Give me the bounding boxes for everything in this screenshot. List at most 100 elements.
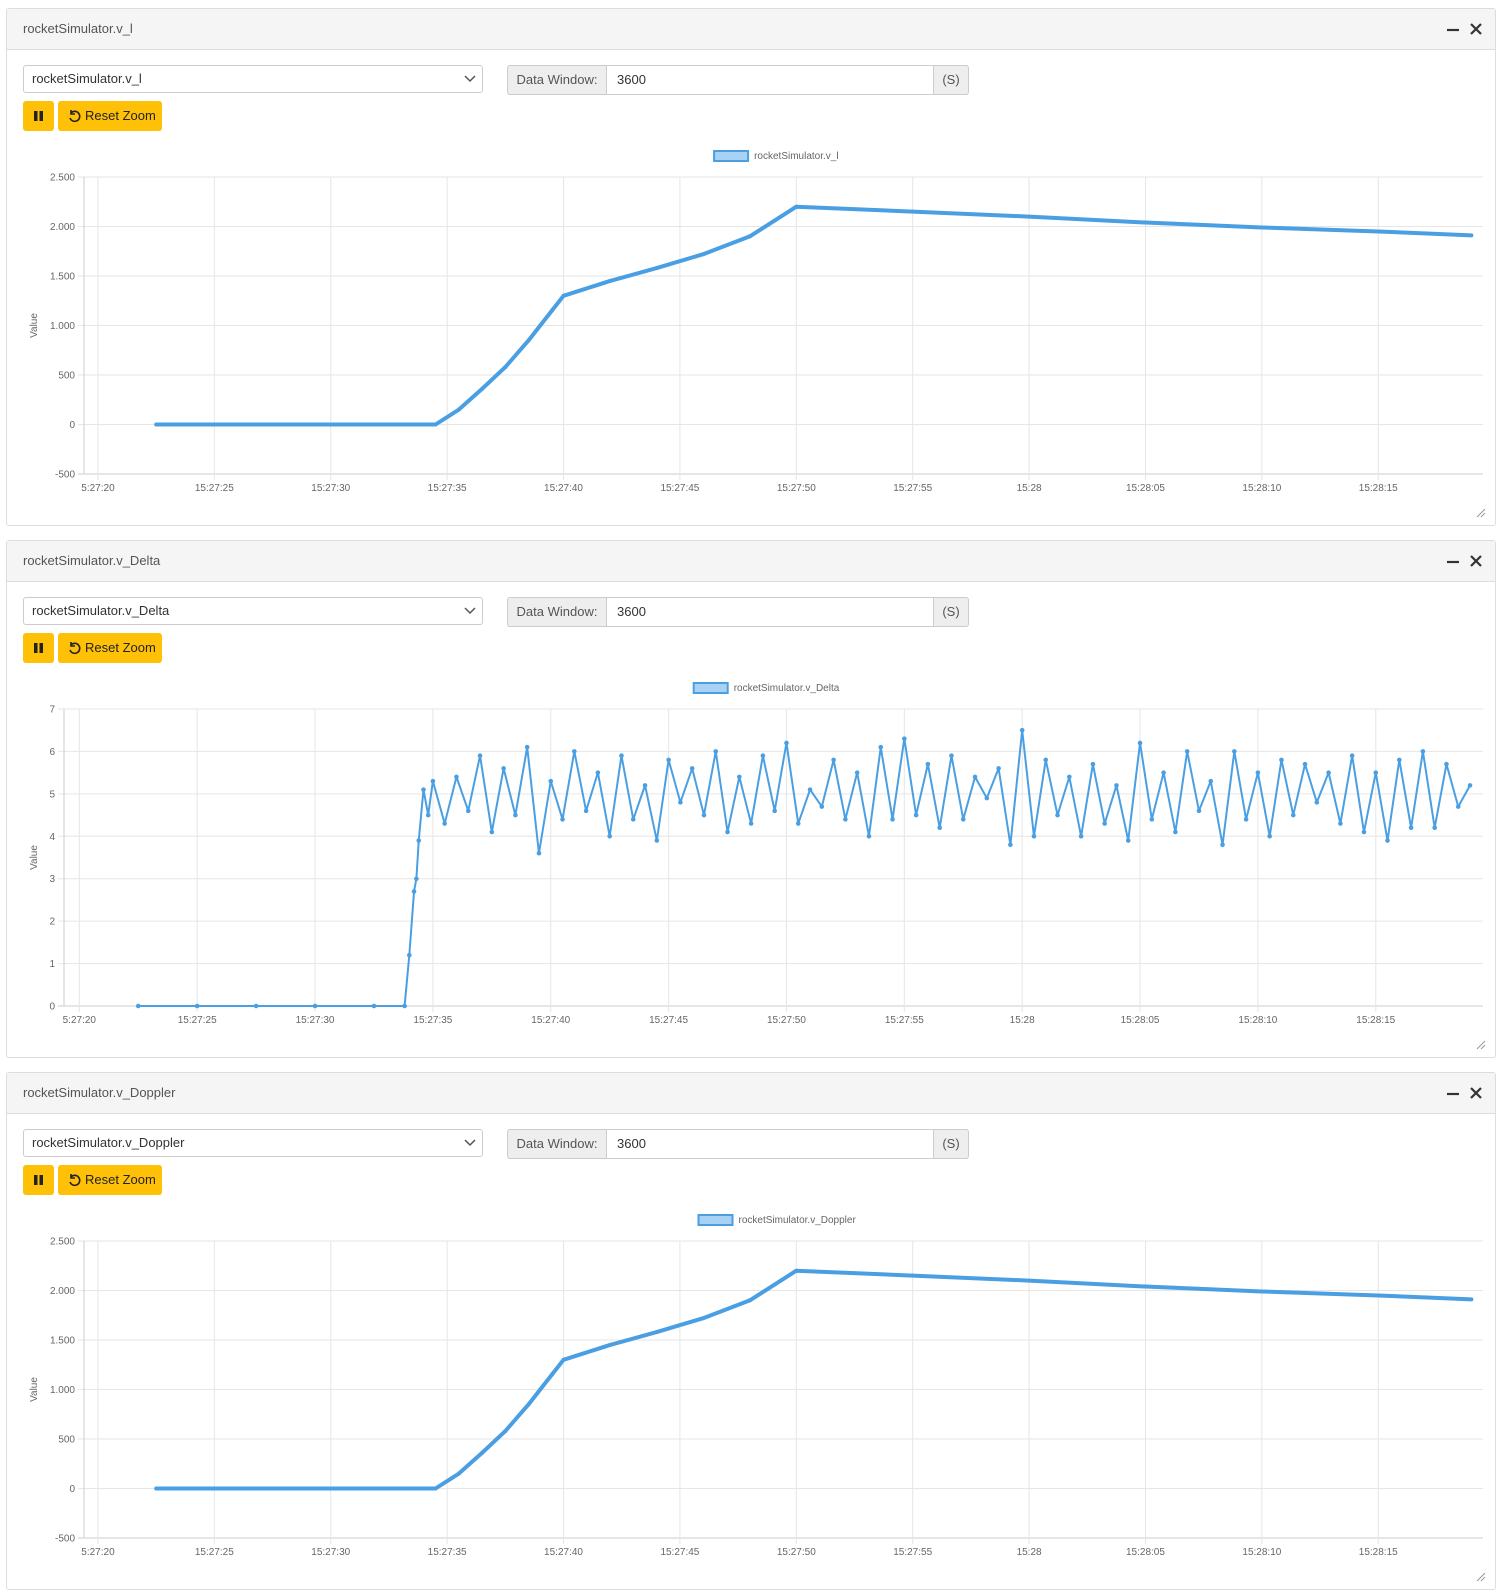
pause-button[interactable]	[23, 101, 54, 131]
y-tick-label: 1.000	[50, 321, 75, 332]
x-tick-label: 15:27:55	[893, 483, 932, 494]
select-text: rocketSimulator.v_Delta	[32, 603, 170, 618]
chevron-path	[464, 75, 476, 83]
y-tick-label: 1.000	[50, 1385, 75, 1396]
chevron-path	[464, 1139, 476, 1147]
data-point	[371, 1003, 377, 1009]
data-point	[1027, 1278, 1032, 1283]
y-tick-label: 3	[49, 874, 55, 885]
y-tick-label: 500	[58, 1435, 75, 1446]
data-point	[1161, 770, 1166, 775]
data-point	[1090, 761, 1096, 767]
data-point	[608, 278, 613, 283]
header-icons[interactable]	[1447, 1087, 1483, 1099]
x-tick-label: 15:28	[1010, 1015, 1035, 1026]
panel-header: rocketSimulator.v_Delta	[7, 541, 1495, 582]
window-input[interactable]: 3600	[606, 65, 934, 95]
data-point	[1259, 1289, 1264, 1294]
data-point	[843, 817, 848, 822]
data-point	[1149, 817, 1155, 822]
reset-zoom-button[interactable]: Reset Zoom	[58, 633, 162, 663]
data-point	[654, 1330, 659, 1335]
chevron	[464, 607, 476, 615]
data-point	[1267, 833, 1272, 839]
y-tick-label: 7	[49, 705, 55, 716]
data-point	[489, 829, 495, 835]
legend-swatch	[697, 1214, 734, 1226]
resize-handle	[1476, 1572, 1486, 1582]
data-point	[1027, 214, 1032, 219]
data-point	[1349, 753, 1355, 758]
data-point	[713, 749, 719, 754]
data-point	[1055, 812, 1060, 818]
x-tick-label: 15:27:30	[311, 1547, 350, 1558]
y-axis-label: Value	[29, 845, 40, 870]
chart: -500 0 500 1.000 1.500 2.000 2.500 5:27:20 15:27…	[29, 150, 1486, 518]
data-point	[212, 1486, 217, 1491]
chevron-path	[464, 607, 476, 615]
data-point	[747, 234, 752, 239]
pause-button[interactable]	[23, 633, 54, 663]
window-unit: (S)	[933, 65, 969, 95]
reset-zoom-button[interactable]: Reset Zoom	[58, 101, 162, 131]
y-tick-label: 6	[49, 747, 55, 758]
y-tick-label: 0	[69, 420, 75, 431]
data-point	[1432, 825, 1437, 831]
reset-zoom-button[interactable]: Reset Zoom	[58, 1165, 162, 1195]
signal-select[interactable]: rocketSimulator.v_Delta	[23, 597, 483, 625]
panel-title: rocketSimulator.v_Doppler	[23, 1085, 176, 1100]
header-icons[interactable]	[1447, 555, 1483, 567]
window-input[interactable]: 3600	[606, 597, 934, 627]
signal-select[interactable]: rocketSimulator.v_Doppler	[23, 1129, 483, 1157]
data-point	[984, 795, 990, 801]
data-point	[503, 365, 508, 370]
panel: rocketSimulator.v_Doppler rocketSimulator…	[6, 1072, 1496, 1590]
data-point	[194, 1003, 200, 1009]
window-input[interactable]: 3600	[606, 1129, 934, 1159]
data-point	[795, 821, 801, 826]
x-tick-label: 5:27:20	[81, 483, 115, 494]
window-label: Data Window:	[507, 65, 607, 95]
data-point	[1444, 761, 1449, 767]
header-icons[interactable]	[1447, 23, 1483, 35]
data-point	[312, 1003, 318, 1009]
data-point	[282, 1486, 287, 1491]
pause-button[interactable]	[23, 1165, 54, 1195]
data-point	[1243, 817, 1249, 822]
data-point	[1408, 825, 1414, 831]
x-tick-label: 15:27:50	[777, 1547, 816, 1558]
reset-icon-path	[69, 642, 81, 655]
y-axis-label: Value	[29, 313, 40, 338]
x-tick-label: 15:27:40	[544, 1547, 583, 1558]
window-unit: (S)	[933, 597, 969, 627]
data-point	[1067, 774, 1072, 780]
y-tick-label: 2.500	[50, 173, 75, 184]
window-unit: (S)	[933, 1129, 969, 1159]
y-tick-label: 2.500	[50, 1237, 75, 1248]
data-point	[902, 736, 907, 741]
x-tick-label: 15:28:05	[1126, 1547, 1165, 1558]
x-tick-label: 15:27:35	[428, 1547, 467, 1558]
data-point	[456, 1471, 461, 1476]
data-point	[1467, 783, 1473, 788]
reset-icon	[69, 642, 81, 655]
panel: rocketSimulator.v_Delta rocketSimulator.v…	[6, 540, 1496, 1058]
data-point	[1314, 800, 1320, 805]
select-text: rocketSimulator.v_Doppler	[32, 1135, 185, 1150]
data-point	[1397, 757, 1402, 763]
data-point	[689, 766, 695, 771]
series-line	[156, 204, 1472, 427]
reset-icon-path	[69, 110, 81, 123]
y-tick-label: 2	[49, 917, 55, 928]
panel: rocketSimulator.v_l rocketSimulator.v_l Da…	[6, 8, 1496, 526]
series-line	[138, 729, 1471, 1007]
signal-select[interactable]: rocketSimulator.v_l	[23, 65, 483, 93]
y-tick-label: 5	[49, 789, 55, 800]
data-point	[1361, 829, 1367, 835]
data-point	[1143, 220, 1148, 225]
x-tick-label: 15:28	[1017, 1547, 1042, 1558]
data-point	[1385, 838, 1390, 843]
pause-icon	[34, 111, 43, 121]
y-tick-label: 0	[69, 1484, 75, 1495]
data-point	[154, 1486, 159, 1491]
